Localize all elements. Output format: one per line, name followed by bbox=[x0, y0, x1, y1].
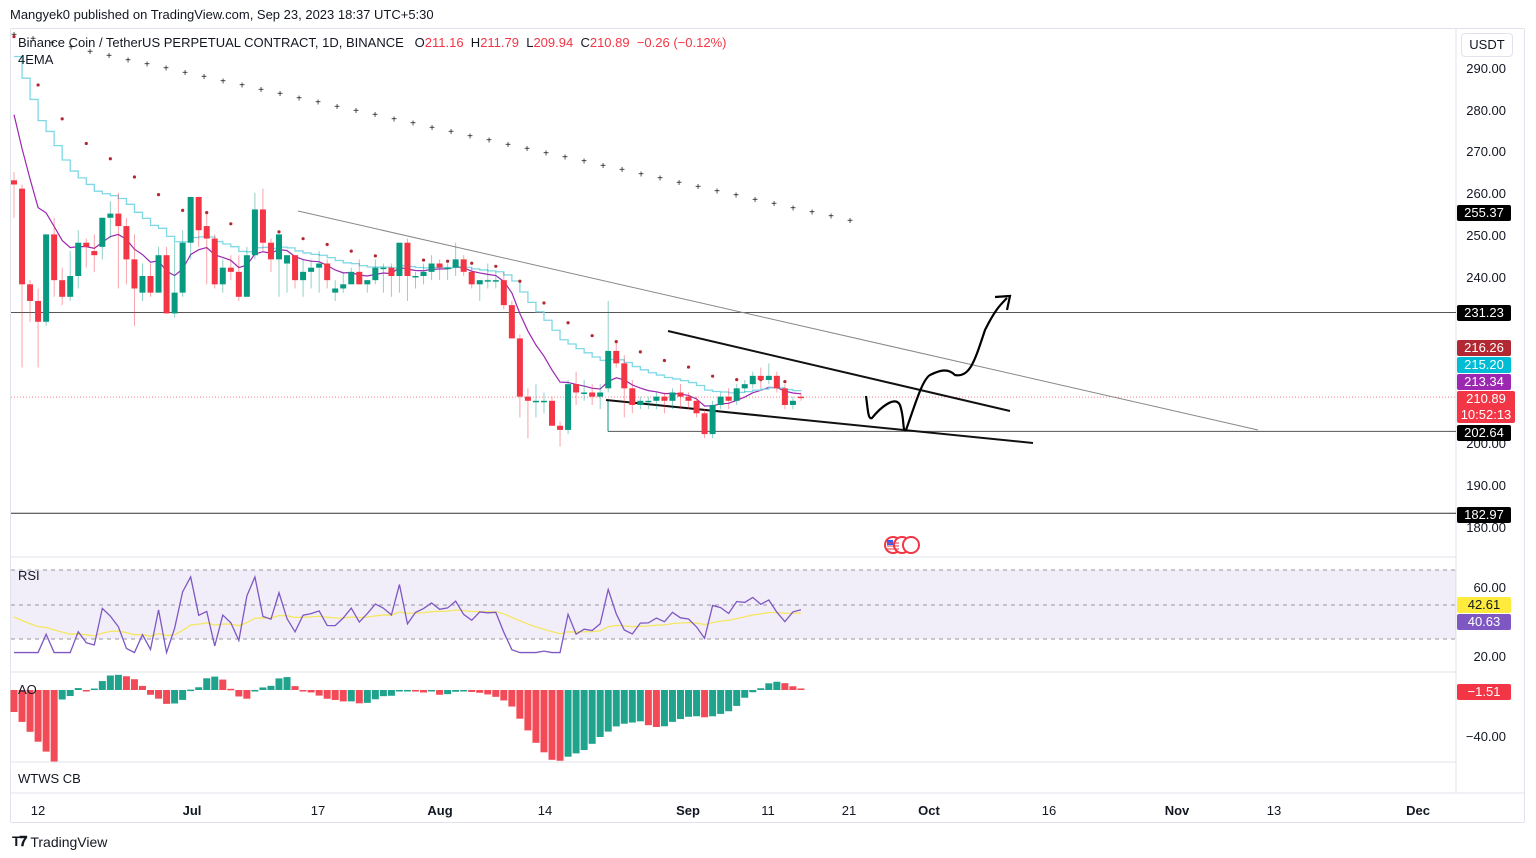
svg-text:+: + bbox=[505, 140, 511, 151]
time-tick: 17 bbox=[310, 803, 326, 818]
svg-text:+: + bbox=[638, 169, 644, 180]
time-tick: Sep bbox=[676, 803, 700, 818]
rsi-tick: 60.00 bbox=[1473, 580, 1506, 595]
svg-text:+: + bbox=[30, 34, 36, 45]
time-tick: 16 bbox=[1041, 803, 1057, 818]
svg-text:+: + bbox=[87, 47, 93, 58]
svg-text:+: + bbox=[752, 195, 758, 206]
svg-text:+: + bbox=[429, 123, 435, 134]
time-tick: Aug bbox=[427, 803, 453, 818]
price-tag: 216.26 bbox=[1457, 340, 1511, 356]
price-tick: 270.00 bbox=[1466, 144, 1506, 159]
svg-text:+: + bbox=[486, 136, 492, 147]
svg-text:+: + bbox=[524, 144, 530, 155]
change-value: −0.26 (−0.12%) bbox=[636, 35, 727, 50]
price-tick: 190.00 bbox=[1466, 478, 1506, 493]
published-caption: Mangyek0 published on TradingView.com, S… bbox=[10, 7, 434, 22]
svg-text:+: + bbox=[182, 68, 188, 79]
low-value: 209.94 bbox=[533, 35, 574, 50]
svg-text:+: + bbox=[695, 182, 701, 193]
rsi-tick: 20.00 bbox=[1473, 649, 1506, 664]
svg-text:+: + bbox=[258, 85, 264, 96]
time-tick: Dec bbox=[1406, 803, 1430, 818]
price-tag: 210.89 10:52:13 bbox=[1457, 391, 1515, 423]
svg-text:+: + bbox=[334, 102, 340, 113]
svg-text:+: + bbox=[296, 93, 302, 104]
svg-text:+: + bbox=[372, 110, 378, 121]
price-tag: 213.34 bbox=[1457, 374, 1511, 390]
svg-text:+: + bbox=[448, 127, 454, 138]
time-tick: Jul bbox=[182, 803, 202, 818]
svg-text:+: + bbox=[201, 72, 207, 83]
symbol-legend: Binance Coin / TetherUS PERPETUAL CONTRA… bbox=[18, 35, 727, 50]
svg-text:+: + bbox=[353, 106, 359, 117]
svg-text:+: + bbox=[125, 55, 131, 66]
svg-text:+: + bbox=[391, 114, 397, 125]
high-value: 211.79 bbox=[480, 35, 519, 50]
last-price: 210.89 bbox=[1466, 391, 1506, 406]
svg-text:+: + bbox=[828, 212, 834, 223]
time-tick: 13 bbox=[1266, 803, 1282, 818]
svg-text:+: + bbox=[543, 148, 549, 159]
rsi-label[interactable]: RSI bbox=[18, 568, 40, 583]
time-tick: Nov bbox=[1164, 803, 1190, 818]
svg-text:+: + bbox=[733, 191, 739, 202]
ao-tag: −1.51 bbox=[1457, 684, 1511, 700]
ao-label[interactable]: AO bbox=[18, 682, 37, 697]
svg-text:+: + bbox=[581, 157, 587, 168]
rsi-tag: 40.63 bbox=[1457, 614, 1511, 630]
price-tag: 231.23 bbox=[1457, 305, 1511, 321]
price-tick: 180.00 bbox=[1466, 520, 1506, 535]
close-value: 210.89 bbox=[589, 35, 630, 50]
price-tag: 255.37 bbox=[1457, 205, 1511, 221]
svg-text:+: + bbox=[676, 178, 682, 189]
svg-text:+: + bbox=[562, 153, 568, 164]
indicator-label-4ema[interactable]: 4EMA bbox=[18, 52, 54, 67]
price-tick: 250.00 bbox=[1466, 228, 1506, 243]
price-tag: 215.20 bbox=[1457, 357, 1511, 373]
svg-text:+: + bbox=[106, 51, 112, 62]
svg-text:+: + bbox=[315, 98, 321, 109]
svg-text:+: + bbox=[410, 119, 416, 130]
price-tick: 280.00 bbox=[1466, 103, 1506, 118]
svg-text:+: + bbox=[467, 131, 473, 142]
svg-text:+: + bbox=[163, 64, 169, 75]
time-tick: 14 bbox=[537, 803, 553, 818]
open-value: 211.16 bbox=[424, 35, 464, 50]
time-tick: Oct bbox=[918, 803, 940, 818]
time-tick: 11 bbox=[761, 803, 775, 818]
svg-text:+: + bbox=[771, 199, 777, 210]
svg-text:+: + bbox=[847, 216, 853, 227]
price-tag: 202.64 bbox=[1457, 425, 1511, 441]
svg-text:+: + bbox=[220, 76, 226, 87]
time-tick: 21 bbox=[841, 803, 857, 818]
svg-text:+: + bbox=[809, 207, 815, 218]
svg-text:+: + bbox=[657, 174, 663, 185]
ao-tick: −40.00 bbox=[1465, 729, 1506, 744]
svg-text:+: + bbox=[600, 161, 606, 172]
bar-countdown: 10:52:13 bbox=[1460, 407, 1512, 422]
price-tag: 182.97 bbox=[1457, 507, 1511, 523]
svg-text:+: + bbox=[144, 59, 150, 70]
price-tick: 260.00 bbox=[1466, 186, 1506, 201]
chart-frame bbox=[10, 28, 1525, 823]
svg-text:+: + bbox=[49, 38, 55, 49]
svg-text:+: + bbox=[239, 81, 245, 92]
svg-text:+: + bbox=[790, 203, 796, 214]
tradingview-logo-icon: T𝟕 bbox=[12, 833, 27, 849]
svg-text:+: + bbox=[277, 89, 283, 100]
rsi-ma-tag: 42.61 bbox=[1457, 597, 1511, 613]
price-tick: 240.00 bbox=[1466, 270, 1506, 285]
price-tick: 290.00 bbox=[1466, 61, 1506, 76]
symbol-title[interactable]: Binance Coin / TetherUS PERPETUAL CONTRA… bbox=[18, 35, 404, 50]
wtws-label[interactable]: WTWS CB bbox=[18, 771, 81, 786]
currency-button[interactable]: USDT bbox=[1461, 33, 1513, 57]
svg-text:+: + bbox=[619, 165, 625, 176]
svg-text:+: + bbox=[68, 43, 74, 54]
svg-text:+: + bbox=[714, 186, 720, 197]
tradingview-brand[interactable]: T𝟕 TradingView bbox=[12, 833, 108, 850]
time-tick: 12 bbox=[30, 803, 46, 818]
